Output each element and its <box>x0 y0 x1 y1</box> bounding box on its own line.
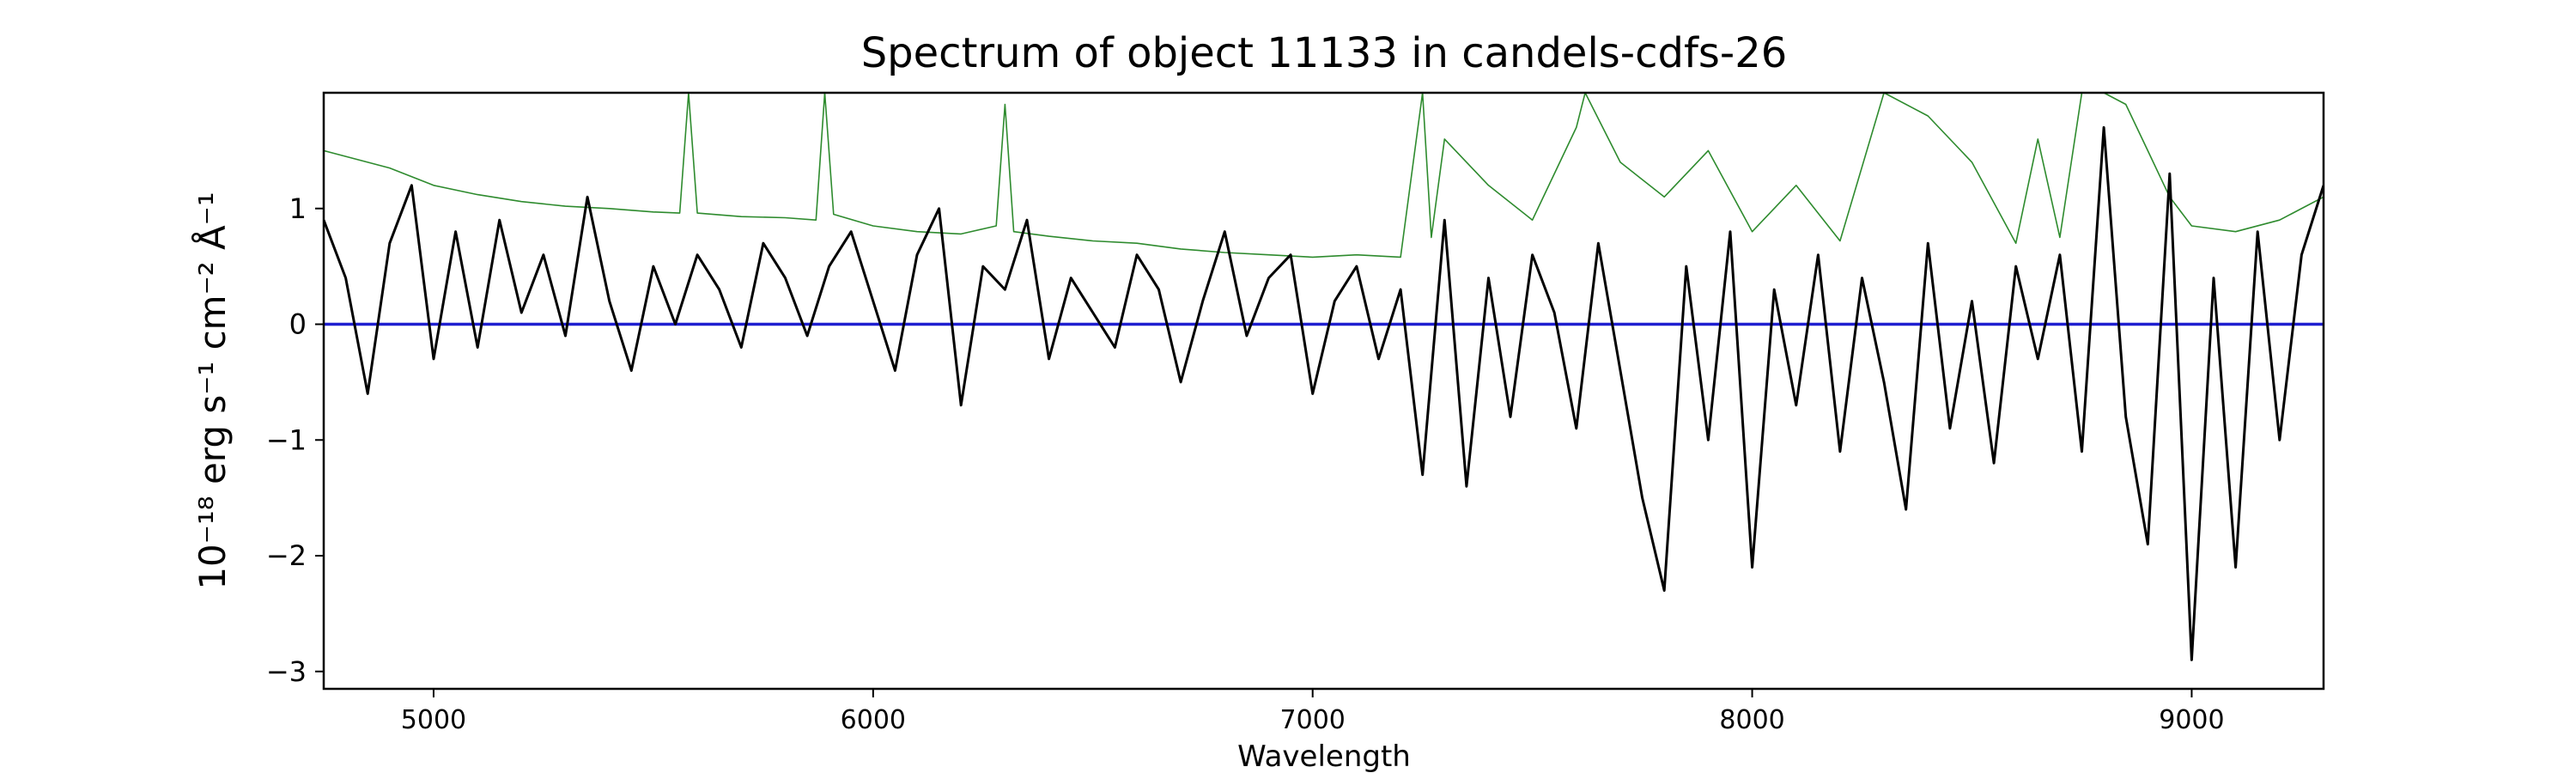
y-tick-label: 0 <box>289 308 307 341</box>
plot-area <box>324 93 2324 661</box>
y-tick-label: 1 <box>289 192 307 225</box>
x-tick-label: 7000 <box>1280 705 1346 735</box>
y-tick-label: −3 <box>266 655 307 688</box>
y-axis: −3 −2 −1 0 1 <box>266 192 324 688</box>
x-tick-label: 5000 <box>401 705 466 735</box>
y-tick-label: −2 <box>266 539 307 572</box>
x-tick-label: 8000 <box>1719 705 1784 735</box>
chart-title: Spectrum of object 11133 in candels-cdfs… <box>861 29 1788 77</box>
x-tick-label: 9000 <box>2159 705 2224 735</box>
x-tick-label: 6000 <box>841 705 906 735</box>
flux-series-line <box>324 125 2324 661</box>
noise-series-line <box>324 93 2324 259</box>
x-axis-label: Wavelength <box>1237 740 1411 773</box>
x-axis: 5000 6000 7000 8000 9000 <box>401 689 2225 735</box>
y-tick-label: −1 <box>266 423 307 456</box>
y-axis-label: 10⁻¹⁸ erg s⁻¹ cm⁻² Å⁻¹ <box>191 192 234 589</box>
axes-frame <box>322 91 2325 691</box>
